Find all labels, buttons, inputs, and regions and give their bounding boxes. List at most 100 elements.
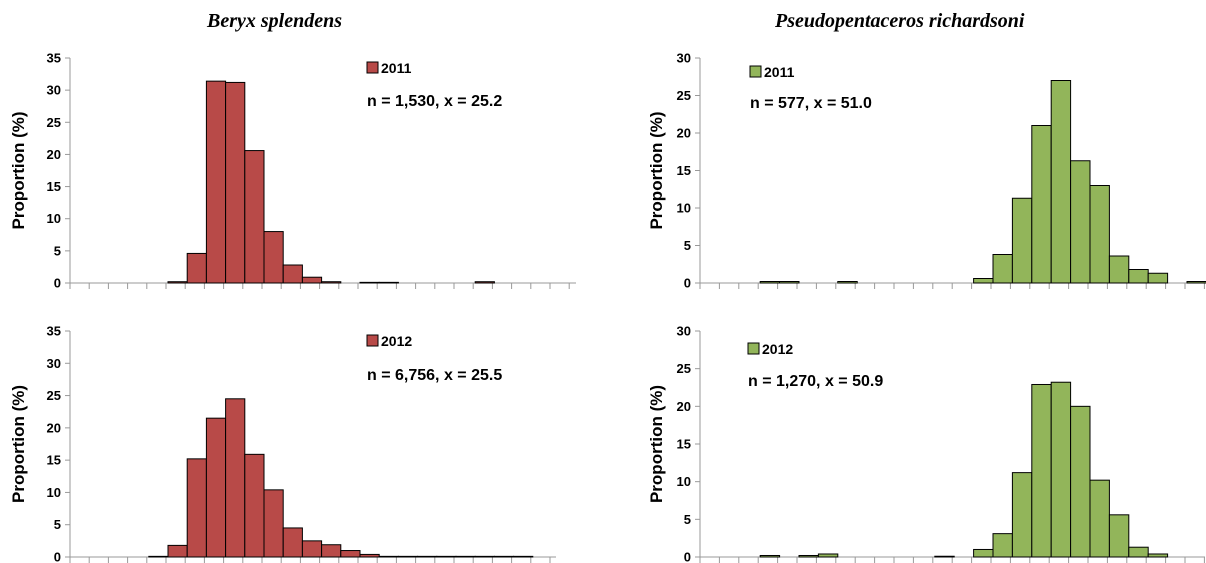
histogram-bar bbox=[1050, 381, 1072, 558]
y-axis-label: Proportion (%) bbox=[9, 385, 28, 503]
histogram-bar bbox=[378, 555, 399, 558]
sample-annotation: n = 1,270, x = 50.9 bbox=[748, 373, 883, 390]
histogram-bar bbox=[1128, 269, 1149, 284]
y-tick-label: 0 bbox=[684, 550, 691, 563]
histogram-bar bbox=[282, 264, 303, 284]
histogram-bar bbox=[779, 281, 800, 284]
sample-annotation: n = 1,530, x = 25.2 bbox=[367, 93, 502, 110]
histogram-bar bbox=[798, 554, 819, 558]
histogram-panel: 0 5 10 15 20 25 30 Proportion (%) 2012 n = 1,270,… bbox=[647, 324, 1205, 563]
histogram-bar bbox=[244, 150, 265, 284]
histogram-bar bbox=[1011, 197, 1033, 284]
histogram-bar bbox=[225, 81, 246, 284]
histogram-bar bbox=[1070, 405, 1091, 558]
y-tick-label: 25 bbox=[47, 115, 61, 130]
y-tick-label: 10 bbox=[47, 211, 61, 226]
histogram-bar bbox=[417, 555, 438, 558]
histogram-bar bbox=[282, 527, 303, 558]
histogram-bar bbox=[378, 281, 399, 284]
histogram-bar bbox=[186, 252, 207, 284]
histogram-bar bbox=[1031, 125, 1052, 284]
y-tick-label: 30 bbox=[47, 83, 61, 98]
y-tick-label: 10 bbox=[47, 485, 61, 500]
histogram-bar bbox=[759, 281, 781, 284]
histogram-bar bbox=[397, 555, 419, 558]
histogram-bar bbox=[493, 555, 515, 558]
y-tick-label: 0 bbox=[54, 550, 61, 563]
y-tick-label: 15 bbox=[677, 163, 691, 178]
histogram-bar bbox=[1147, 272, 1169, 284]
histogram-bar bbox=[1108, 514, 1130, 558]
histogram-bar bbox=[321, 544, 342, 558]
histogram-bar bbox=[167, 544, 188, 558]
histogram-bar bbox=[263, 231, 284, 284]
histogram-bar bbox=[1089, 185, 1110, 284]
histogram-bar bbox=[992, 254, 1013, 284]
legend-swatch bbox=[749, 65, 762, 78]
legend-label: 2011 bbox=[764, 64, 795, 80]
y-tick-label: 20 bbox=[47, 147, 61, 162]
histogram-bar bbox=[148, 555, 169, 558]
y-tick-label: 0 bbox=[54, 276, 61, 291]
y-tick-label: 10 bbox=[677, 474, 691, 489]
histogram-bar bbox=[205, 417, 227, 558]
y-tick-label: 20 bbox=[677, 399, 691, 414]
y-tick-label: 30 bbox=[47, 356, 61, 371]
y-axis-label: Proportion (%) bbox=[647, 385, 666, 503]
histogram-bar bbox=[513, 555, 534, 558]
y-tick-label: 10 bbox=[677, 201, 691, 216]
histogram-bar bbox=[301, 276, 323, 284]
y-tick-label: 20 bbox=[677, 126, 691, 141]
histogram-bar bbox=[837, 281, 858, 284]
histogram-bar bbox=[1031, 383, 1052, 558]
histogram-bar bbox=[973, 548, 994, 558]
histogram-bar bbox=[973, 278, 994, 284]
histogram-bar bbox=[301, 540, 323, 558]
histogram-bar bbox=[340, 550, 361, 558]
sample-annotation: n = 6,756, x = 25.5 bbox=[367, 367, 502, 384]
y-tick-label: 30 bbox=[677, 51, 691, 66]
histogram-bar bbox=[205, 80, 227, 284]
histogram-panel: 0 5 10 15 20 25 30 Proportion (%) 2011 n = 577, x… bbox=[647, 51, 1206, 291]
y-tick-label: 15 bbox=[677, 437, 691, 452]
histogram-bar bbox=[359, 281, 380, 284]
histogram-bar bbox=[225, 398, 246, 558]
y-tick-label: 5 bbox=[54, 243, 61, 258]
histogram-bar bbox=[455, 555, 476, 558]
y-tick-label: 15 bbox=[47, 179, 61, 194]
y-tick-label: 25 bbox=[677, 361, 691, 376]
y-axis-label: Proportion (%) bbox=[9, 111, 28, 229]
y-tick-label: 5 bbox=[684, 512, 691, 527]
histogram-bar bbox=[1070, 160, 1091, 284]
legend-swatch bbox=[366, 334, 379, 347]
histogram-bar bbox=[1186, 281, 1206, 284]
histogram-bar bbox=[474, 281, 495, 284]
right-column-title: Pseudopentaceros richardsoni bbox=[775, 10, 1025, 32]
histogram-bar bbox=[1089, 479, 1110, 558]
histogram-bar bbox=[817, 553, 839, 558]
histogram-bar bbox=[1011, 472, 1033, 558]
histogram-bar bbox=[1108, 255, 1130, 284]
histogram-panel: 0 5 10 15 20 25 30 35 Proportion (%) 2012 n = 6,75… bbox=[9, 324, 556, 563]
y-tick-label: 35 bbox=[47, 51, 61, 66]
legend-label: 2012 bbox=[762, 341, 793, 357]
histogram-bar bbox=[167, 281, 188, 284]
y-axis-label: Proportion (%) bbox=[647, 111, 666, 229]
histogram-bar bbox=[263, 489, 284, 558]
histogram-panel: 0 5 10 15 20 25 30 35 Proportion (%) 2011 n = 1,53… bbox=[9, 51, 576, 291]
legend-swatch bbox=[747, 342, 760, 355]
y-tick-label: 15 bbox=[47, 453, 61, 468]
histogram-bar bbox=[1050, 80, 1072, 284]
y-tick-label: 25 bbox=[47, 388, 61, 403]
histogram-bar bbox=[321, 281, 342, 284]
legend-label: 2012 bbox=[381, 333, 412, 349]
legend-label: 2011 bbox=[381, 60, 412, 76]
histogram-bar bbox=[1128, 546, 1149, 558]
y-tick-label: 5 bbox=[684, 238, 691, 253]
histogram-bar bbox=[1147, 553, 1169, 558]
y-tick-label: 5 bbox=[54, 517, 61, 532]
histogram-bar bbox=[244, 453, 265, 558]
histogram-bar bbox=[474, 555, 495, 558]
histogram-bar bbox=[359, 553, 380, 558]
